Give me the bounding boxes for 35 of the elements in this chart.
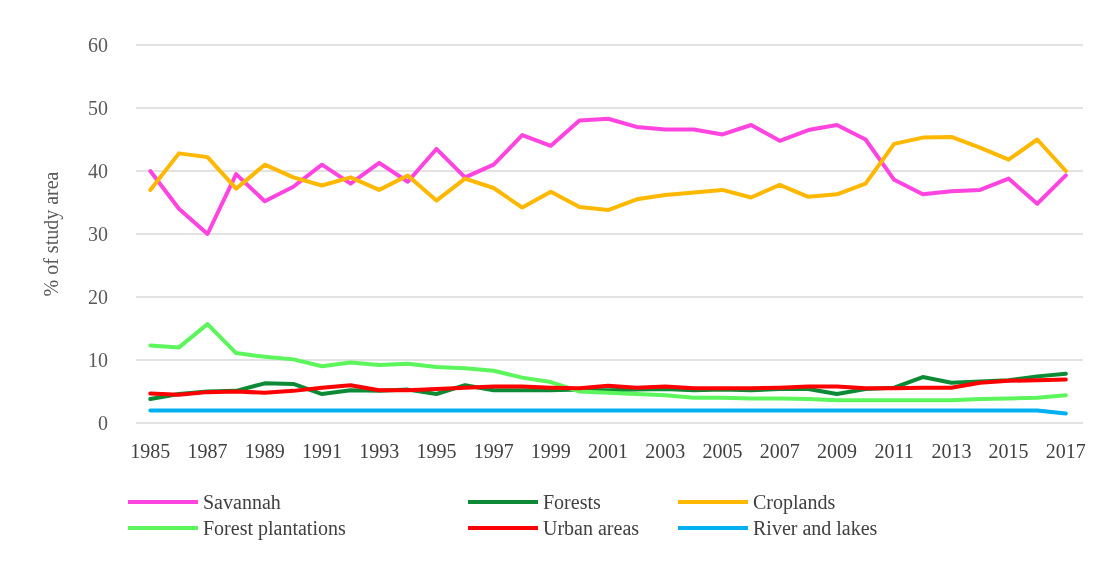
line-series [148,116,1068,236]
y-tick-label: 20 [88,286,108,308]
x-tick-label: 1989 [244,440,285,462]
y-tick-label: 50 [88,97,108,119]
y-tick-label: 0 [98,412,108,434]
line-series [148,134,1068,213]
x-tick-label: 1991 [301,440,342,462]
x-tick-label: 1999 [530,440,571,462]
x-tick-label: 2007 [759,440,800,462]
x-tick-label: 2003 [645,440,686,462]
x-tick-label: 2001 [588,440,629,462]
x-tick-label: 2017 [1045,440,1086,462]
x-tick-label: 1997 [473,440,514,462]
y-tick-label: 60 [88,34,108,56]
legend-label: Savannah [203,491,281,513]
legend-label: Forest plantations [203,517,346,540]
x-tick-label: 1995 [416,440,457,462]
x-tick-label: 2013 [931,440,972,462]
y-tick-label: 30 [88,223,108,245]
x-tick-label: 1993 [359,440,400,462]
x-tick-label: 2009 [816,440,857,462]
legend-label: Croplands [753,491,836,514]
y-axis-title: % of study area [40,171,63,297]
x-tick-label: 2005 [702,440,743,462]
y-tick-label: 40 [88,160,108,182]
line-series [148,377,1068,397]
y-tick-label: 10 [88,349,108,371]
legend-label: River and lakes [753,517,878,539]
x-tick-label: 1987 [187,440,228,462]
x-tick-label: 1985 [130,440,171,462]
x-tick-label: 2011 [874,440,914,462]
legend-label: Urban areas [543,517,640,539]
x-tick-label: 2015 [988,440,1029,462]
line-series [148,322,1068,403]
legend-label: Forests [543,491,601,513]
